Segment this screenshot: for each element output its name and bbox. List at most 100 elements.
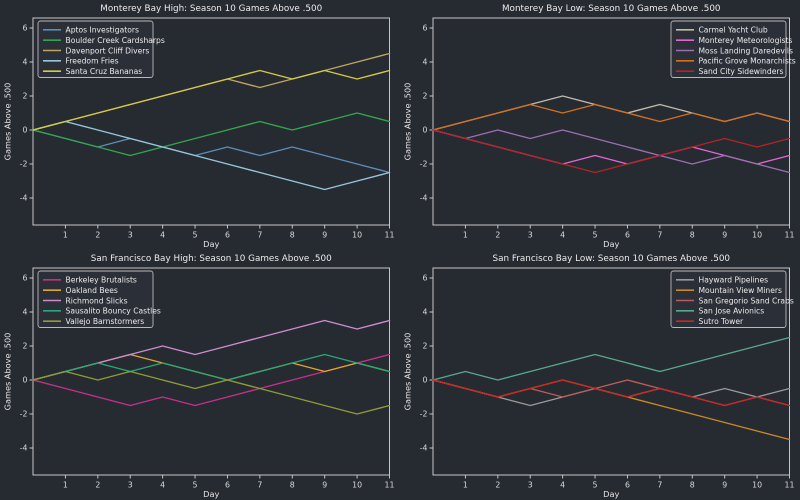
x-tick-label: 7 [657,231,662,240]
x-tick-label: 11 [785,231,795,240]
legend-label: San Gregorio Sand Crabs [699,296,794,305]
legend-box [670,270,787,328]
series-line-carmel-yacht-club [432,95,791,131]
x-tick-label: 3 [128,481,133,490]
chart-title: Monterey Bay High: Season 10 Games Above… [100,4,322,14]
legend-label: Hayward Pipelines [699,276,769,285]
series-line-richmond-slicks [32,319,391,381]
y-axis-label: Games Above .500 [403,333,413,411]
x-tick-label: 2 [495,481,500,490]
x-tick-label: 9 [322,231,327,240]
x-tick-label: 7 [257,481,262,490]
chart-title: San Francisco Bay High: Season 10 Games … [91,254,332,264]
y-tick-label: -2 [420,160,428,169]
y-tick-label: 2 [23,92,28,101]
x-tick-label: 5 [193,231,198,240]
x-tick-label: 10 [352,231,362,240]
x-tick-label: 8 [290,231,295,240]
y-tick-label: 4 [23,58,28,67]
series-line-sand-city-sidewinders [432,129,791,174]
x-axis-label: Day [203,239,219,249]
series-line-pacific-grove-monarchists [432,103,791,131]
legend-label: San Jose Avionics [699,307,765,316]
legend-label: Mountain View Miners [699,286,782,295]
chart-title: Monterey Bay Low: Season 10 Games Above … [502,4,721,14]
x-tick-label: 4 [160,481,165,490]
y-tick-label: 0 [23,126,28,135]
legend-label: Richmond Slicks [66,296,128,305]
x-tick-label: 2 [95,231,100,240]
x-tick-label: 1 [63,231,68,240]
x-tick-label: 3 [128,231,133,240]
series-line-sutro-tower [432,379,791,407]
y-tick-label: 0 [23,376,28,385]
x-tick-label: 10 [752,231,762,240]
y-tick-label: 4 [423,58,428,67]
y-tick-label: 2 [423,342,428,351]
x-tick-label: 11 [385,481,395,490]
legend-box [37,20,154,78]
x-tick-label: 2 [495,231,500,240]
y-tick-label: -2 [420,410,428,419]
legend-box [37,270,154,328]
chart-title: San Francisco Bay Low: Season 10 Games A… [492,254,730,264]
y-axis-label: Games Above .500 [3,83,13,161]
chart-svg-san-francisco-bay-low: 6 4 2 0 -2 -4 1 2 3 4 5 6 7 8 9 10 11 Day Games Above .500… [403,254,795,499]
y-tick-label: -2 [20,410,28,419]
legend-label: Santa Cruz Bananas [66,67,143,76]
x-tick-label: 10 [752,481,762,490]
x-tick-label: 8 [690,481,695,490]
y-axis-label: Games Above .500 [403,83,413,161]
x-tick-label: 2 [95,481,100,490]
chart-svg-monterey-bay-high: 6 4 2 0 -2 -4 1 2 3 4 5 6 7 8 9 10 11 Day Games Above .500… [3,4,395,249]
series-line-san-jose-avionics [432,336,791,381]
y-axis-label: Games Above .500 [3,333,13,411]
series-line-freedom-fries [32,120,391,191]
legend-label: Carmel Yacht Club [699,26,768,35]
plot-spines [432,267,790,476]
x-tick-label: 3 [528,481,533,490]
x-tick-label: 5 [593,481,598,490]
series-line-sausalito-bouncy-castles [32,353,391,381]
x-tick-label: 7 [257,231,262,240]
legend-label: Pacific Grove Monarchists [699,57,796,66]
x-tick-label: 6 [225,231,230,240]
y-tick-label: 2 [423,92,428,101]
x-tick-label: 4 [560,481,565,490]
series-line-berkeley-brutalists [32,353,391,407]
series-line-santa-cruz-bananas [32,69,391,131]
y-tick-label: 6 [23,24,28,33]
x-axis-label: Day [603,239,619,249]
y-tick-label: 6 [423,274,428,283]
y-tick-label: 6 [423,24,428,33]
legend-label: Freedom Fries [66,57,119,66]
legend-label: Sutro Tower [699,317,745,326]
x-tick-label: 5 [593,231,598,240]
y-tick-label: -4 [420,444,428,453]
x-tick-label: 6 [625,231,630,240]
legend-box [670,20,787,78]
legend-label: Monterey Meteorologists [699,36,793,45]
x-tick-label: 4 [560,231,565,240]
x-tick-label: 9 [722,231,727,240]
legend-label: Aptos Investigators [66,26,139,35]
y-tick-label: 4 [23,308,28,317]
y-tick-label: 0 [423,376,428,385]
x-tick-label: 6 [225,481,230,490]
x-tick-label: 5 [193,481,198,490]
y-tick-label: -4 [420,194,428,203]
x-tick-label: 11 [385,231,395,240]
x-tick-label: 1 [63,481,68,490]
chart-san-francisco-bay-low: 6 4 2 0 -2 -4 1 2 3 4 5 6 7 8 9 10 11 Day Games Above .500… [400,250,800,500]
legend-label: Sausalito Bouncy Castles [66,307,161,316]
chart-monterey-bay-high: 6 4 2 0 -2 -4 1 2 3 4 5 6 7 8 9 10 11 Day Games Above .500… [0,0,400,250]
chart-san-francisco-bay-high: 6 4 2 0 -2 -4 1 2 3 4 5 6 7 8 9 10 11 Day Games Above .500… [0,250,400,500]
series-line-mountain-view-miners [432,379,791,441]
legend-label: Oakland Bees [66,286,118,295]
legend-label: Vallejo Barnstormers [66,317,145,326]
x-tick-label: 3 [528,231,533,240]
x-tick-label: 8 [690,231,695,240]
